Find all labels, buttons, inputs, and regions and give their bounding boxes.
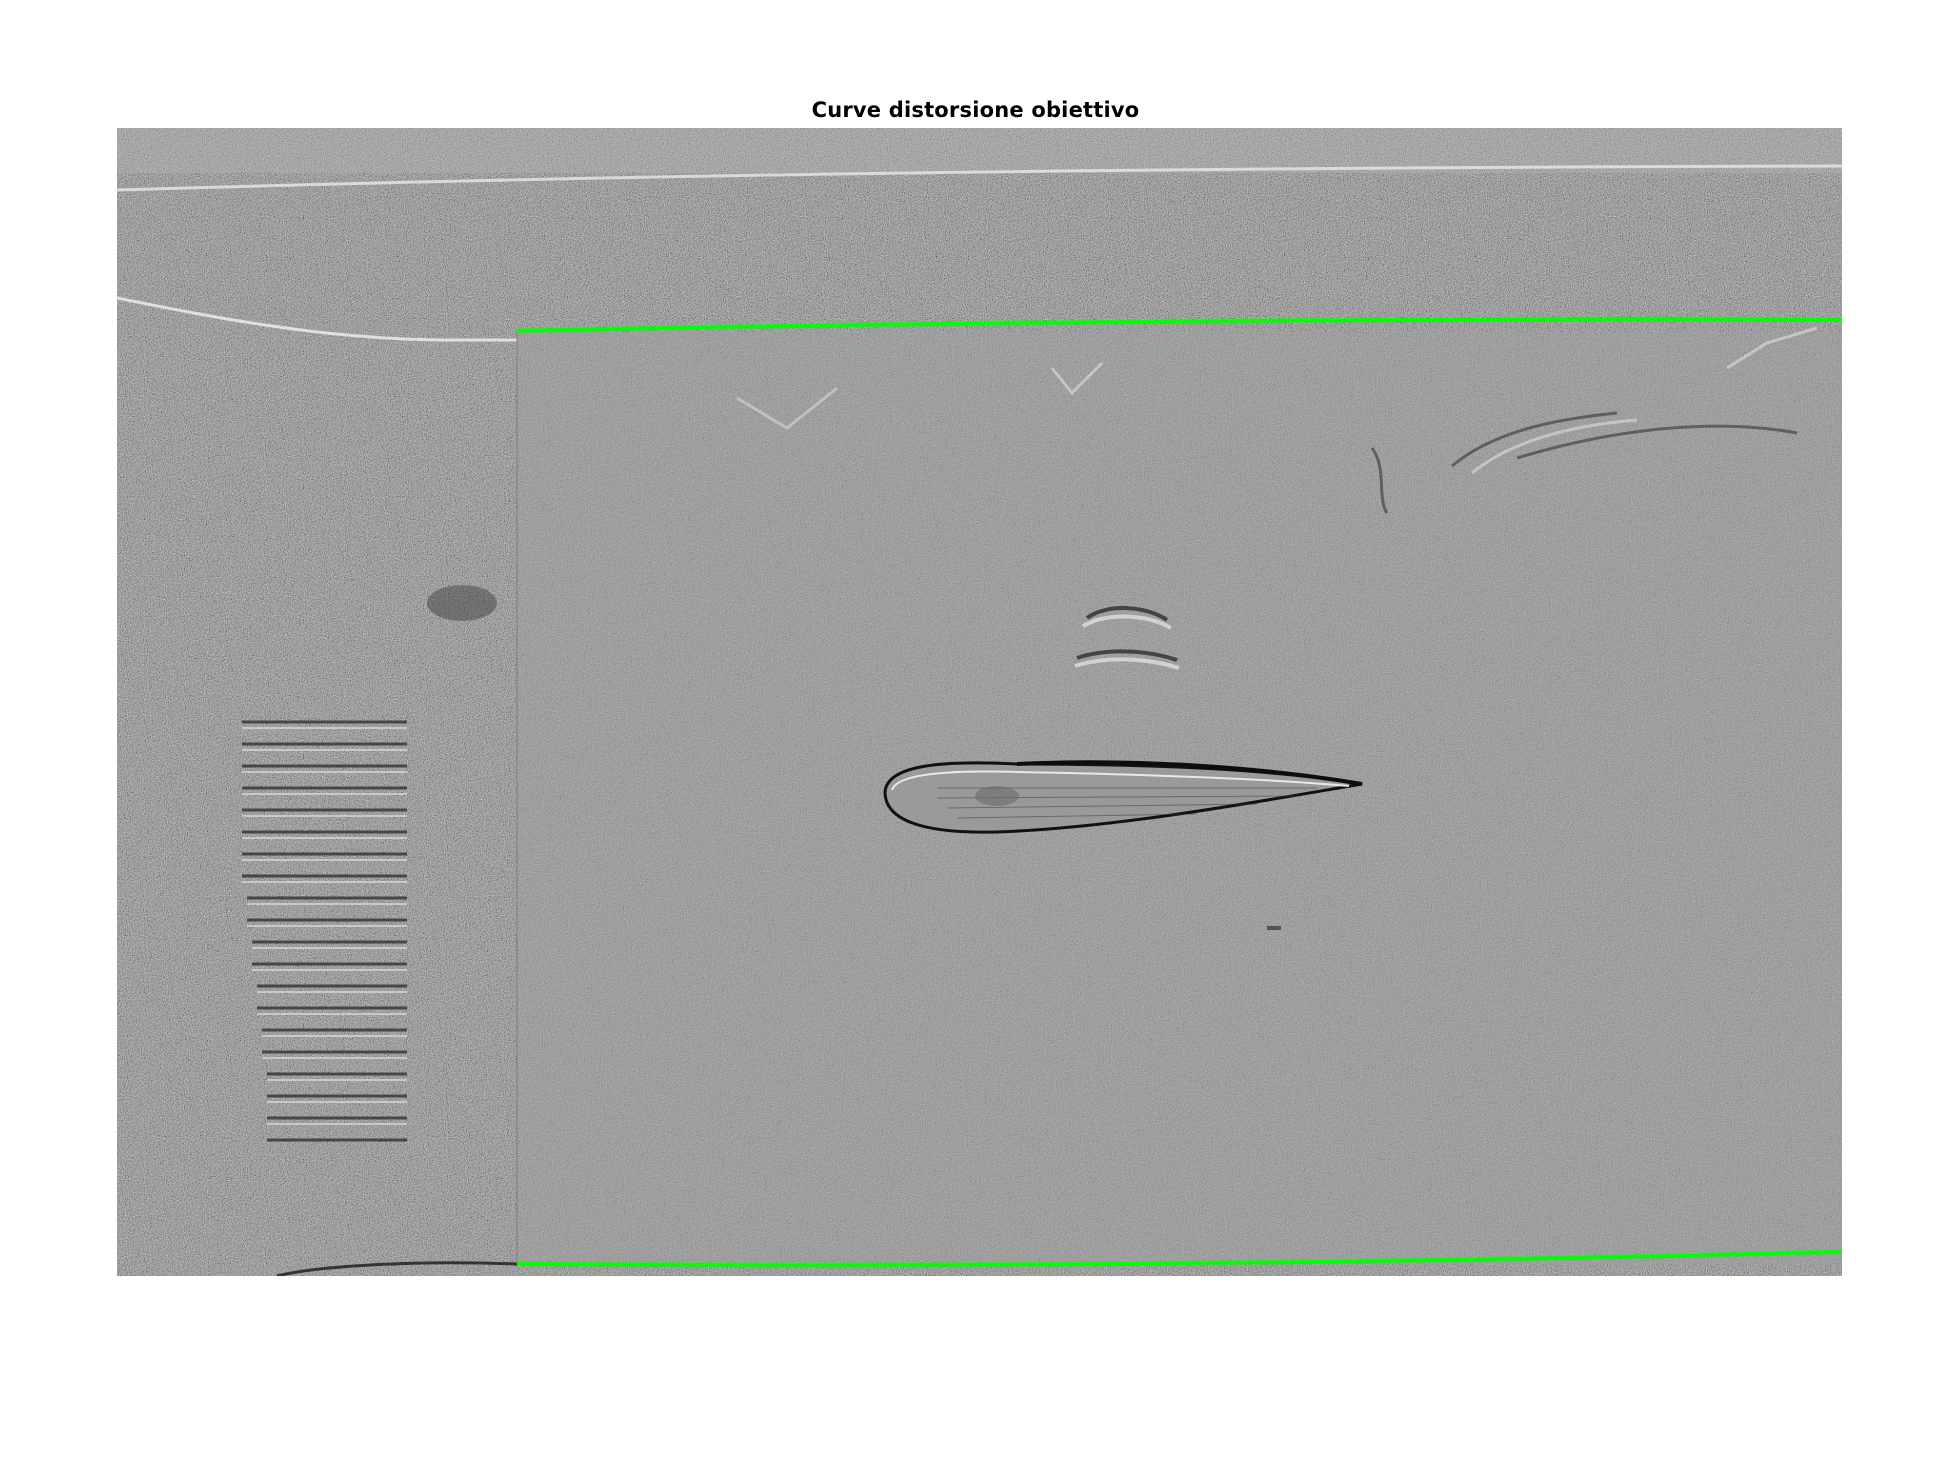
schlieren-image (117, 128, 1842, 1276)
airfoil-icon (883, 760, 1363, 834)
figure-title: Curve distorsione obiettivo (811, 98, 1140, 122)
schlieren-airfoil-image-icon (117, 128, 1842, 1276)
